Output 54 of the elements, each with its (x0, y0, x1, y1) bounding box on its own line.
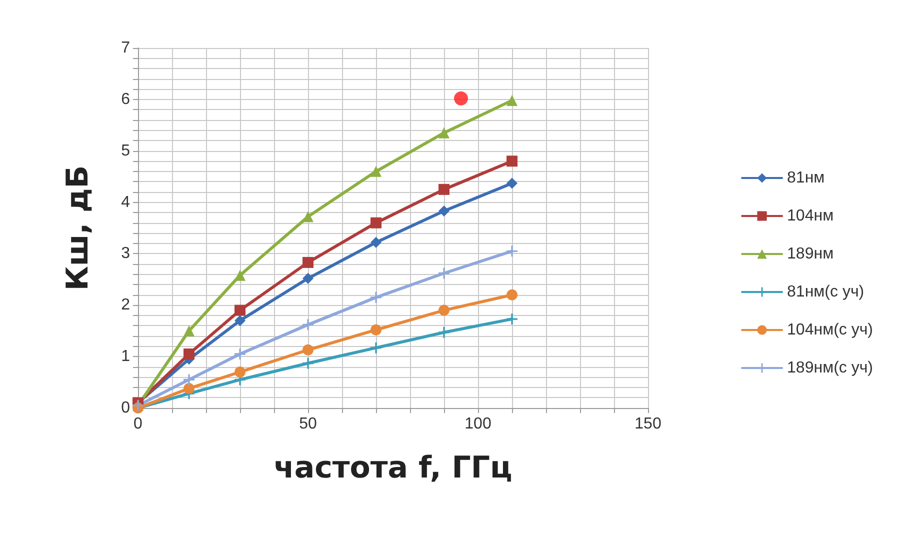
y-tick-label: 5 (121, 142, 130, 160)
y-tick-label: 6 (121, 90, 130, 108)
point (438, 268, 450, 279)
x-tick-label: 100 (464, 416, 492, 432)
x-axis-title: частота f, ГГц (274, 450, 512, 486)
point (302, 211, 314, 222)
point (234, 348, 246, 360)
point (302, 256, 314, 268)
point (302, 358, 314, 369)
point (506, 246, 518, 257)
point (370, 236, 382, 248)
legend-label: 81нм(с уч) (787, 284, 864, 300)
point (234, 304, 246, 316)
point (438, 304, 450, 316)
point (234, 366, 246, 378)
point (506, 314, 518, 325)
point (370, 324, 382, 336)
point (184, 348, 194, 360)
point (438, 184, 450, 195)
y-tick-label: 0 (121, 400, 130, 416)
point (506, 156, 518, 167)
legend-label: 189нм (787, 246, 834, 262)
point (506, 178, 518, 189)
point (370, 342, 382, 354)
point (454, 91, 468, 106)
point (302, 344, 314, 356)
legend-label: 104нм(с уч) (787, 322, 873, 338)
point (184, 325, 194, 336)
point (184, 374, 194, 386)
point (370, 217, 382, 228)
legend-label: 81нм (787, 170, 825, 186)
y-axis-title: Кш, дБ (60, 165, 96, 291)
x-tick-label: 0 (134, 416, 143, 432)
point (370, 166, 382, 177)
point (234, 270, 246, 281)
point (506, 289, 518, 300)
point (506, 94, 518, 106)
point (234, 315, 246, 326)
x-tick-label: 150 (634, 416, 662, 432)
point (302, 272, 314, 284)
y-tick-label: 1 (121, 348, 130, 366)
point (184, 382, 194, 394)
y-tick-label: 2 (121, 296, 130, 314)
y-tick-label: 3 (121, 245, 130, 262)
legend-label: 189нм(с уч) (787, 360, 873, 376)
point (302, 319, 314, 330)
legend-label: 104нм (787, 208, 834, 224)
point (438, 326, 450, 338)
point (438, 206, 450, 217)
y-tick-label: 7 (121, 40, 130, 56)
point (438, 127, 450, 138)
x-tick-label: 50 (299, 416, 317, 432)
y-tick-label: 4 (121, 194, 130, 211)
point (370, 292, 382, 303)
